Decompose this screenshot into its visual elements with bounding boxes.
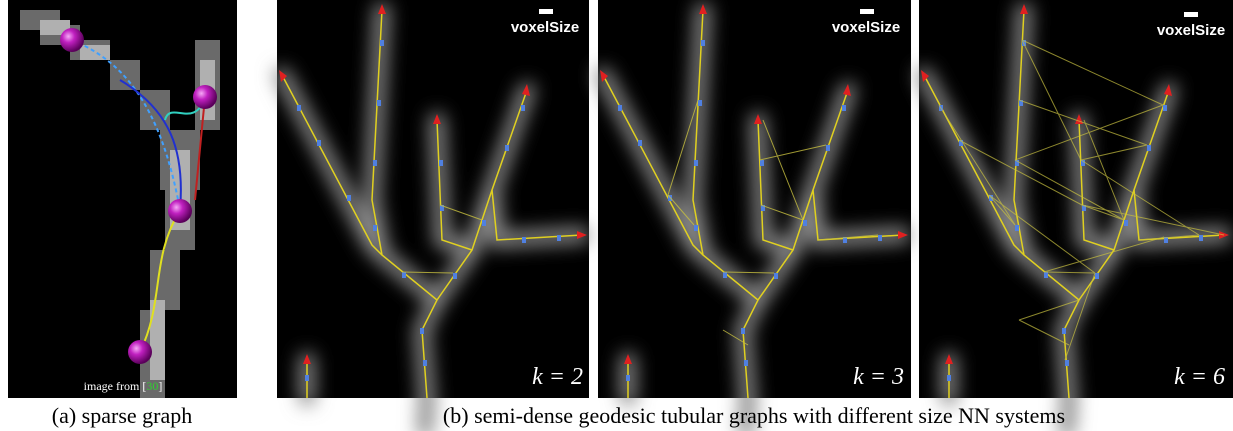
caption-a: (a) sparse graph xyxy=(52,403,193,428)
credit-prefix: image from [ xyxy=(84,379,147,393)
k-label: k = 6 xyxy=(1174,364,1225,390)
k-label: k = 2 xyxy=(532,364,583,390)
panel-sparse-graph: image from [30] xyxy=(8,0,237,398)
k-label: k = 3 xyxy=(853,364,904,390)
scale-label: voxelSize xyxy=(832,19,900,36)
caption-b: (b) semi-dense geodesic tubular graphs w… xyxy=(443,403,1065,428)
image-credit: image from [30] xyxy=(84,379,163,393)
credit-ref: 30 xyxy=(146,379,158,393)
figure: image from [30] (a) sparse graph voxelSi… xyxy=(0,0,1233,431)
panel-k6: voxelSize k = 6 xyxy=(919,0,1233,430)
credit-suffix: ] xyxy=(158,379,162,393)
panel-k2: voxelSize k = 2 xyxy=(277,0,589,430)
scale-label: voxelSize xyxy=(1157,22,1225,39)
panel-k3: voxelSize k = 3 xyxy=(598,0,911,430)
scale-label: voxelSize xyxy=(511,19,579,36)
